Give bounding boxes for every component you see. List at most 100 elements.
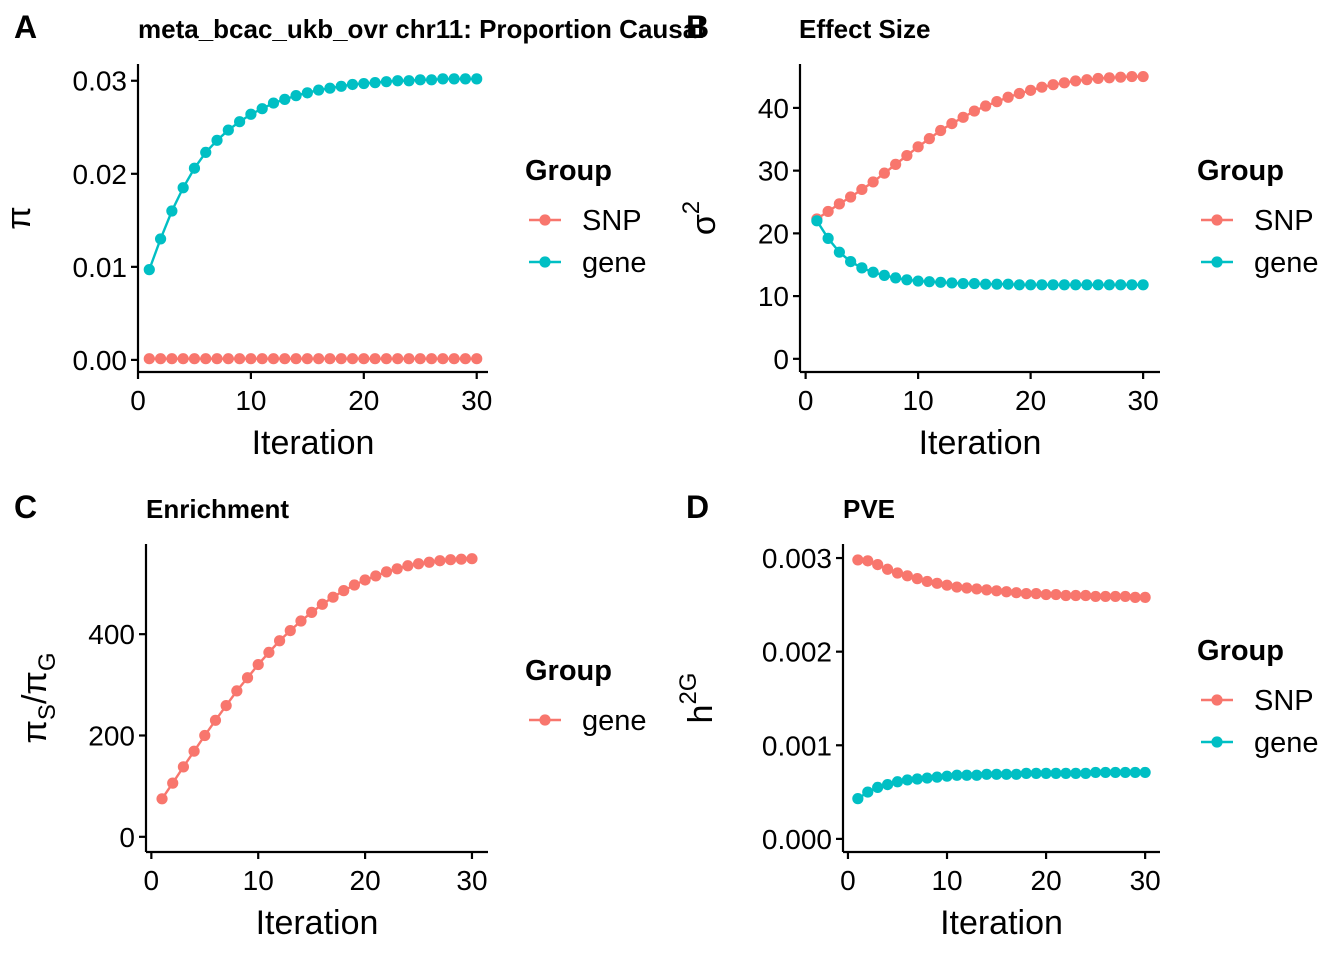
data-point [951,581,963,593]
data-point [1002,91,1014,103]
data-point [957,277,969,290]
series-line-snp [816,75,1144,220]
data-point [872,558,884,571]
y-tick-label: 0 [773,344,789,375]
data-point [234,116,246,128]
x-axis-title: Iteration [252,424,375,462]
data-point [1115,71,1127,83]
data-point [313,84,325,96]
data-point [1092,72,1104,85]
data-point [466,553,478,565]
data-point [1129,766,1141,779]
legend-label: SNP [1254,205,1314,237]
data-point [188,745,200,757]
data-point [862,555,874,567]
data-point [1020,588,1032,600]
panel-title: Enrichment [146,494,289,524]
data-point [1030,767,1042,779]
data-point [425,74,438,86]
data-point [434,555,446,567]
data-point [156,793,168,805]
data-point [222,124,234,136]
data-point [833,198,845,210]
data-point [471,353,483,365]
data-point [931,577,943,589]
data-point [981,584,993,596]
x-tick-label: 30 [1130,865,1161,896]
data-point [1050,588,1062,601]
data-point [335,353,347,365]
data-point [1109,766,1122,779]
y-axis-title-part: π [16,720,54,743]
data-point [1139,591,1151,603]
data-point [143,264,155,276]
data-point [448,353,460,365]
data-point [1126,70,1138,83]
x-tick-label: 20 [1015,385,1046,416]
data-point [1025,279,1037,291]
data-point [279,93,291,105]
data-point [890,158,902,170]
x-tick-label: 10 [931,865,962,896]
data-point [845,191,857,203]
data-point [301,87,313,99]
x-tick-label: 0 [798,385,814,416]
data-point [437,73,449,85]
data-point [862,786,874,798]
data-point [901,570,913,582]
legend-key-point [539,714,551,726]
data-point [901,274,913,286]
data-point [370,570,382,582]
data-point [881,778,894,791]
series-line-gene [815,220,1144,287]
data-point [811,215,823,227]
data-point [284,625,296,637]
data-point [1013,279,1025,291]
x-tick-label: 30 [1128,385,1159,416]
data-point [222,353,234,365]
legend-label: SNP [582,205,642,237]
data-point [380,353,392,365]
data-point [267,353,280,365]
data-point [380,566,393,578]
data-point [1092,279,1104,291]
data-point [423,556,435,568]
data-point [980,100,992,112]
data-point [279,353,291,365]
data-point [1090,590,1102,603]
data-point [901,149,913,162]
data-point [971,583,983,595]
data-point [1070,279,1082,291]
legend-label: gene [1254,247,1319,279]
data-point [1137,70,1149,83]
data-point [412,558,425,570]
data-point [1103,279,1115,291]
data-point [1036,279,1048,291]
data-point [166,205,178,217]
data-point [425,353,438,365]
x-tick-label: 10 [903,385,934,416]
data-point [872,781,884,794]
legend-label: gene [582,705,647,737]
data-point [1129,591,1141,603]
y-tick-label: 0.00 [73,345,128,376]
data-point [981,768,993,780]
data-point [1058,279,1070,291]
panel-b: B Effect Size 0 10 20 30 0 10 20 30 40 Iteration σ2 G… [678,9,1319,462]
data-point [867,176,879,188]
data-point [1036,81,1048,93]
data-point [968,277,980,290]
data-point [931,771,943,783]
x-tick-label: 30 [461,385,492,416]
data-point [369,77,381,89]
data-point [359,574,371,586]
data-point [881,563,894,575]
y-tick-label: 200 [88,720,135,751]
data-point [220,699,232,712]
data-point [991,96,1003,108]
data-point [200,353,212,365]
data-point [1020,767,1032,779]
data-point [878,167,890,179]
data-point [1103,72,1115,84]
data-point [1081,279,1093,291]
